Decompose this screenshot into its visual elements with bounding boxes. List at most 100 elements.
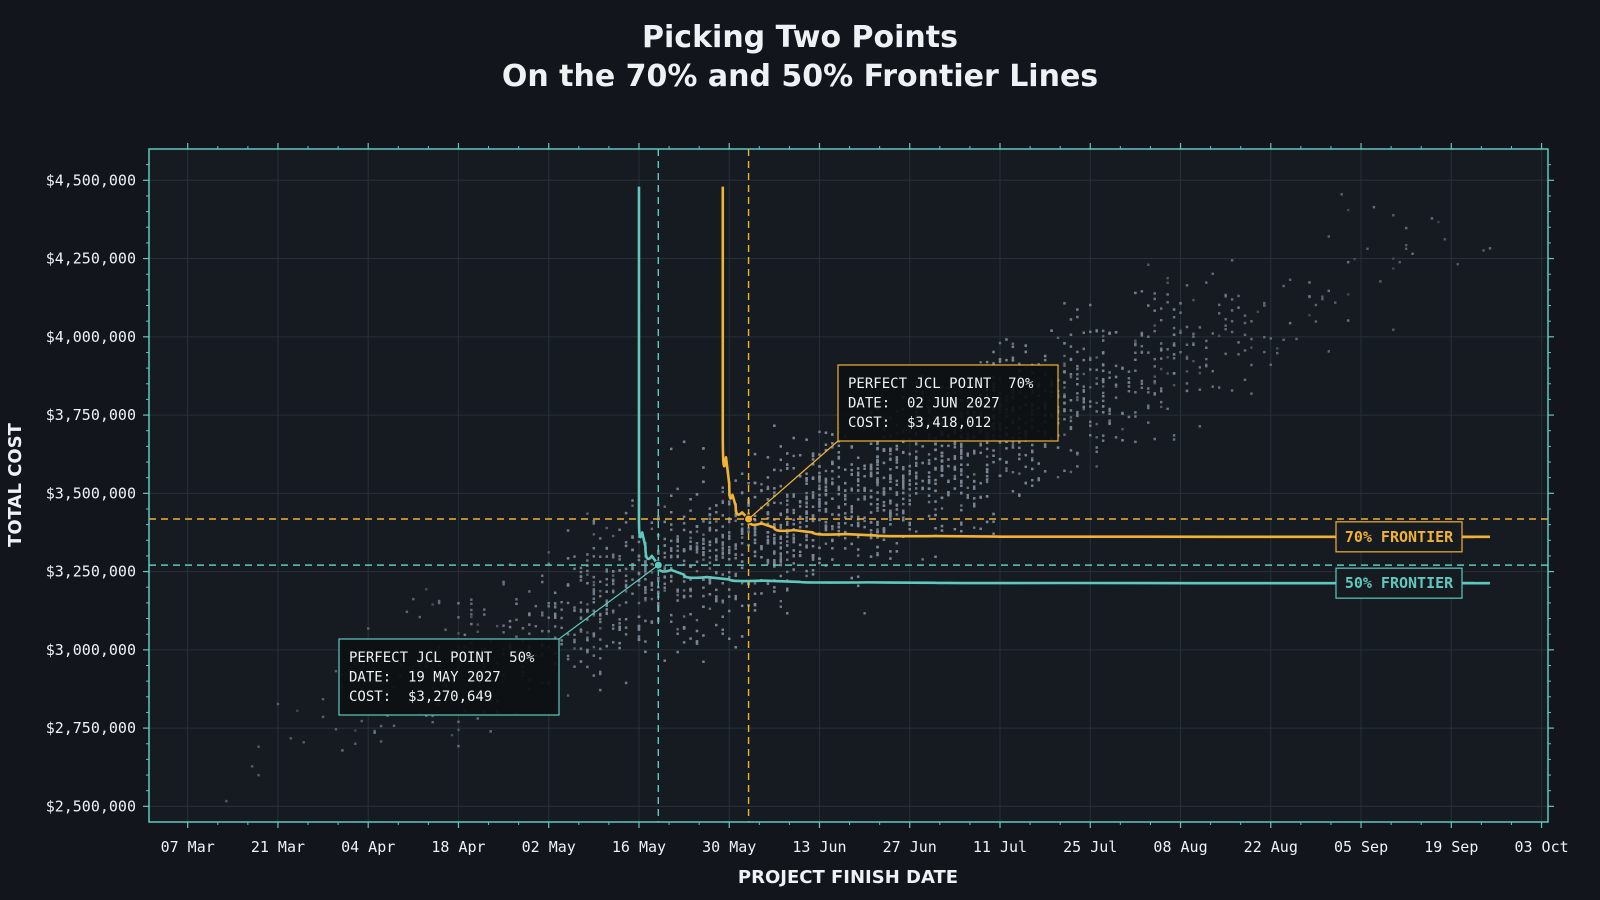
scatter-point — [760, 547, 763, 550]
scatter-point — [437, 599, 441, 603]
scatter-point — [1063, 370, 1066, 374]
scatter-point — [985, 447, 989, 451]
scatter-point — [1159, 367, 1163, 371]
scatter-point — [1127, 381, 1131, 384]
scatter-point — [1404, 226, 1408, 230]
scatter-point — [805, 505, 808, 509]
scatter-point — [1230, 320, 1234, 323]
scatter-point — [766, 517, 770, 520]
scatter-point — [1346, 319, 1350, 322]
scatter-point — [805, 502, 808, 505]
scatter-point — [1108, 332, 1111, 335]
scatter-point — [818, 453, 821, 456]
scatter-point — [947, 464, 950, 468]
scatter-point — [960, 504, 963, 507]
scatter-point — [599, 580, 602, 583]
scatter-point — [721, 525, 724, 528]
scatter-point — [876, 460, 879, 464]
scatter-point — [856, 478, 860, 481]
scatter-point — [689, 637, 692, 640]
scatter-point — [837, 475, 841, 479]
scatter-point — [476, 623, 479, 626]
frontier-label-70: 70% FRONTIER — [1345, 528, 1454, 546]
scatter-point — [1082, 388, 1086, 392]
scatter-point — [644, 562, 647, 565]
scatter-point — [321, 697, 325, 701]
scatter-point — [1282, 338, 1285, 341]
scatter-point — [644, 567, 647, 571]
scatter-point — [605, 555, 608, 558]
scatter-point — [366, 627, 370, 630]
scatter-point — [798, 501, 802, 504]
scatter-point — [895, 444, 899, 448]
frontier-label-50: 50% FRONTIER — [1345, 574, 1454, 592]
scatter-point — [992, 532, 995, 535]
scatter-point — [1082, 405, 1086, 409]
scatter-point — [573, 665, 576, 668]
scatter-point — [1011, 342, 1015, 345]
scatter-point — [644, 560, 647, 563]
scatter-point — [766, 560, 770, 563]
scatter-point — [824, 485, 828, 489]
scatter-point — [1031, 457, 1034, 460]
scatter-point — [1166, 301, 1169, 304]
scatter-point — [1288, 278, 1292, 281]
scatter-point — [721, 599, 724, 602]
scatter-point — [856, 474, 860, 477]
scatter-point — [856, 498, 860, 501]
scatter-point — [579, 575, 583, 579]
scatter-point — [418, 615, 421, 619]
scatter-point — [960, 470, 963, 473]
scatter-point — [876, 506, 879, 510]
scatter-point — [753, 514, 757, 518]
scatter-point — [960, 523, 963, 526]
scatter-point — [1063, 409, 1066, 413]
scatter-point — [457, 728, 460, 732]
scatter-point — [1172, 344, 1176, 347]
scatter-point — [966, 475, 969, 479]
scatter-point — [792, 508, 795, 512]
chart-title-line-1: Picking Two Points — [642, 20, 958, 55]
scatter-point — [805, 534, 808, 537]
scatter-point — [902, 509, 905, 512]
scatter-point — [708, 543, 712, 547]
scatter-point — [1101, 351, 1105, 355]
scatter-point — [882, 529, 886, 532]
scatter-point — [541, 629, 544, 633]
scatter-point — [1288, 278, 1292, 281]
scatter-point — [457, 744, 460, 748]
scatter-point — [876, 509, 879, 512]
scatter-point — [579, 566, 583, 570]
scatter-point — [844, 530, 847, 534]
scatter-point — [611, 627, 615, 630]
scatter-point — [876, 481, 879, 484]
scatter-point — [670, 511, 673, 514]
scatter-point — [792, 436, 795, 440]
scatter-point — [1218, 386, 1221, 389]
scatter-point — [786, 499, 789, 502]
scatter-point — [1069, 375, 1073, 379]
scatter-point — [908, 494, 911, 497]
scatter-point — [1218, 303, 1221, 307]
scatter-point — [818, 505, 821, 508]
scatter-point — [1185, 343, 1189, 347]
scatter-point — [702, 553, 705, 557]
scatter-point — [805, 482, 808, 485]
y-tick-label: $3,250,000 — [46, 563, 136, 581]
scatter-point — [1159, 357, 1163, 360]
scatter-point — [960, 468, 963, 471]
scatter-point — [624, 541, 628, 544]
scatter-point — [786, 495, 789, 498]
scatter-point — [670, 447, 673, 451]
scatter-point — [985, 360, 989, 364]
scatter-point — [960, 484, 963, 487]
scatter-point — [798, 550, 802, 554]
scatter-point — [708, 561, 712, 565]
scatter-point — [786, 535, 789, 538]
scatter-point — [1063, 418, 1066, 421]
scatter-point — [715, 595, 718, 598]
scatter-point — [1147, 391, 1150, 394]
scatter-point — [805, 495, 808, 499]
axis-ticks: 07 Mar 21 Mar 04 Apr 18 Apr 02 May 16 May 30 M… — [46, 143, 1569, 856]
scatter-point — [1082, 390, 1086, 393]
